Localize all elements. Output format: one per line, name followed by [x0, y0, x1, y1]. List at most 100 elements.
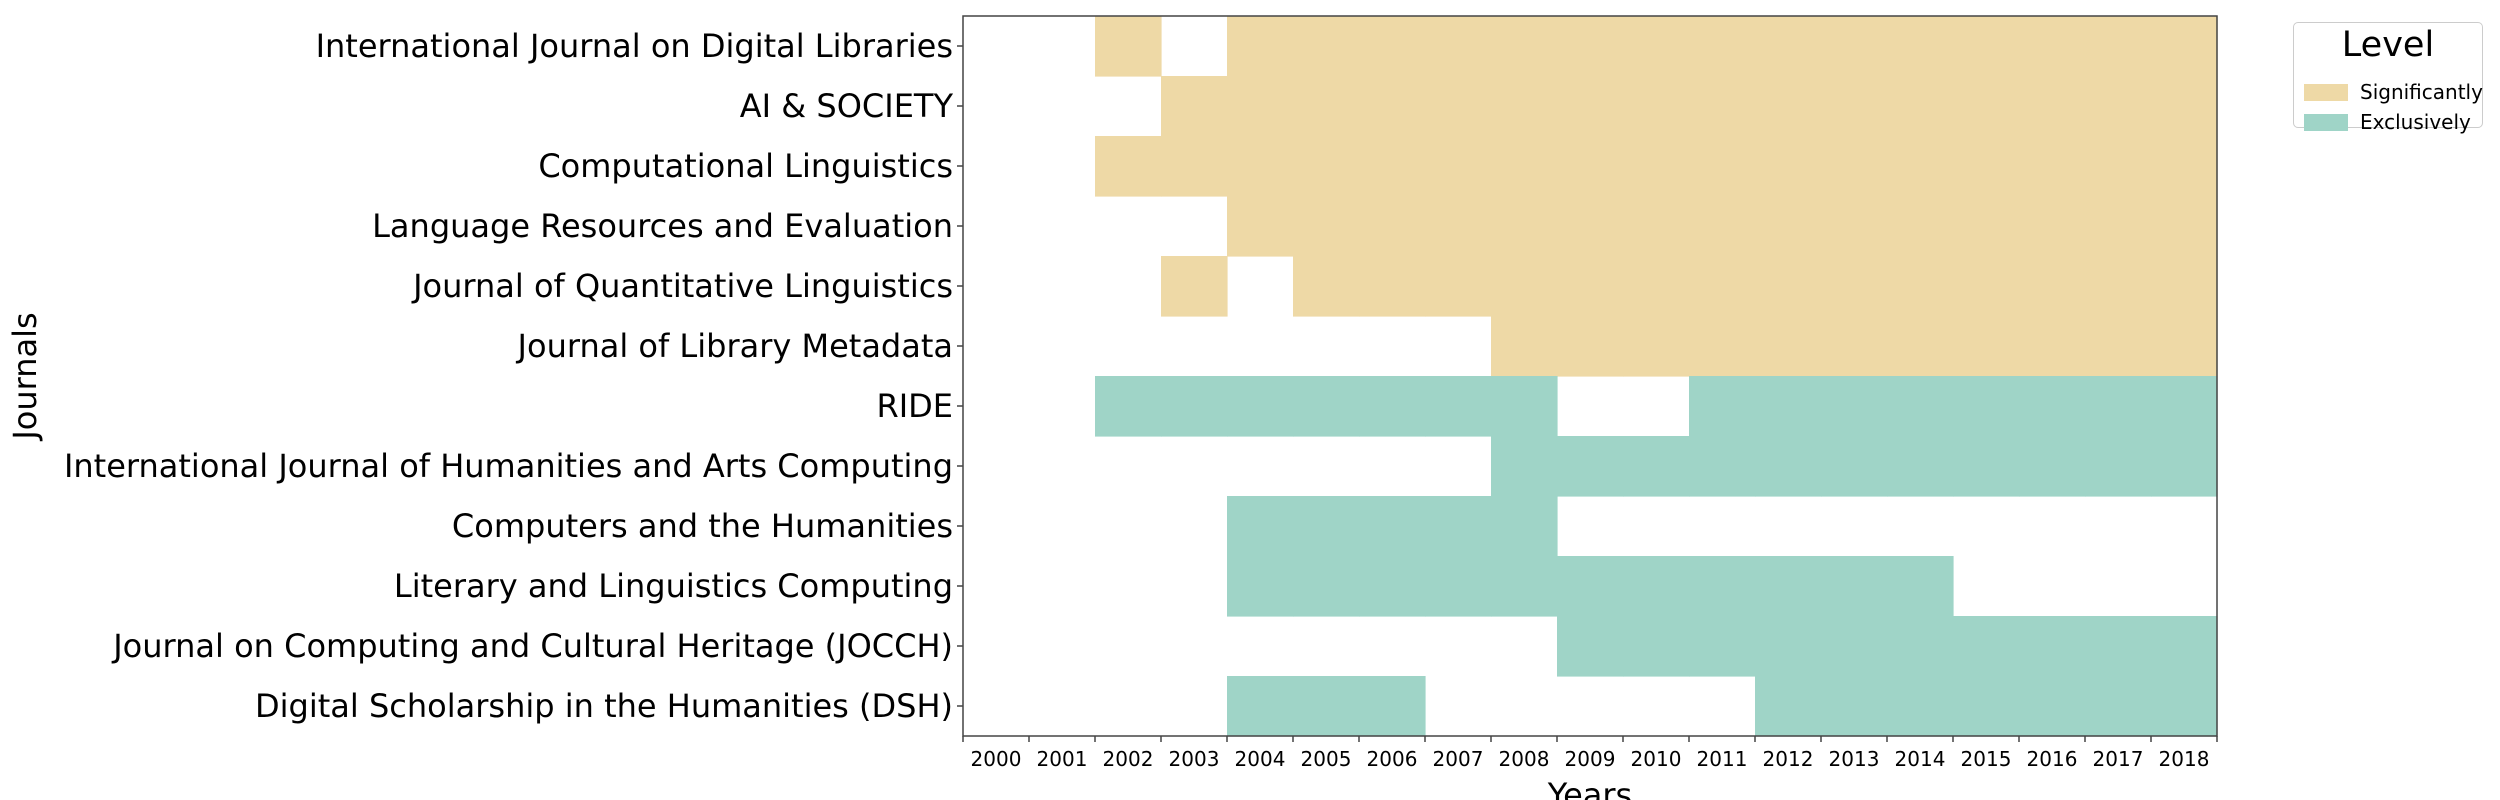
y-axis: International Journal on Digital Librari…: [64, 27, 963, 725]
heatmap-cell-9-2007: [1425, 496, 1492, 557]
heatmap-cell-1-2004: [1227, 16, 1294, 77]
heatmap-cell-7-2016: [2019, 376, 2086, 437]
heatmap-cell-2-2015: [1953, 76, 2020, 137]
legend: Level Significantly Exclusively: [2293, 22, 2483, 134]
heatmap-cell-3-2012: [1755, 136, 1822, 197]
heatmap-cell-8-2008: [1491, 436, 1558, 497]
heatmap-cell-3-2015: [1953, 136, 2020, 197]
heatmap-cell-10-2007: [1425, 556, 1492, 617]
heatmap-cell-6-2016: [2019, 316, 2086, 377]
heatmap-cell-12-2018: [2151, 676, 2218, 737]
x-tick-label-2013: 2013: [1829, 747, 1880, 771]
x-tick-label-2004: 2004: [1235, 747, 1286, 771]
x-tick-label-2006: 2006: [1367, 747, 1418, 771]
heatmap-cell-4-2017: [2085, 196, 2152, 257]
heatmap-cell-5-2011: [1689, 256, 1756, 317]
heatmap-cell-1-2005: [1293, 16, 1360, 77]
heatmap-cell-3-2007: [1425, 136, 1492, 197]
heatmap-cell-12-2012: [1755, 676, 1822, 737]
heatmap-cell-2-2005: [1293, 76, 1360, 137]
heatmap-cell-7-2012: [1755, 376, 1822, 437]
heatmap-cell-3-2004: [1227, 136, 1294, 197]
heatmap-cell-4-2008: [1491, 196, 1558, 257]
heatmap-cell-1-2007: [1425, 16, 1492, 77]
heatmap-cell-11-2010: [1623, 616, 1690, 677]
heatmap-cell-3-2005: [1293, 136, 1360, 197]
heatmap-cell-11-2014: [1887, 616, 1954, 677]
heatmap-cell-8-2017: [2085, 436, 2152, 497]
heatmap-cell-2-2008: [1491, 76, 1558, 137]
heatmap-cell-3-2017: [2085, 136, 2152, 197]
legend-item-exclusively: Exclusively: [2304, 110, 2471, 134]
x-tick-label-2015: 2015: [1961, 747, 2012, 771]
heatmap-cell-11-2016: [2019, 616, 2086, 677]
heatmap-cell-7-2002: [1095, 376, 1162, 437]
x-tick-label-2007: 2007: [1433, 747, 1484, 771]
y-tick-label: Journal of Library Metadata: [516, 327, 953, 365]
heatmap-cell-7-2017: [2085, 376, 2152, 437]
heatmap-cell-8-2012: [1755, 436, 1822, 497]
heatmap-cell-6-2008: [1491, 316, 1558, 377]
heatmap-cell-4-2006: [1359, 196, 1426, 257]
heatmap-cell-1-2009: [1557, 16, 1624, 77]
heatmap-cell-5-2003: [1161, 256, 1228, 317]
heatmap-cell-1-2011: [1689, 16, 1756, 77]
x-tick-label-2011: 2011: [1697, 747, 1748, 771]
heatmap-cell-10-2012: [1755, 556, 1822, 617]
y-tick-label: International Journal of Humanities and …: [64, 447, 953, 485]
heatmap-cell-3-2006: [1359, 136, 1426, 197]
heatmap-cell-12-2005: [1293, 676, 1360, 737]
heatmap-cell-12-2017: [2085, 676, 2152, 737]
heatmap-cell-11-2018: [2151, 616, 2218, 677]
heatmap-cell-8-2018: [2151, 436, 2218, 497]
heatmap-cell-1-2010: [1623, 16, 1690, 77]
heatmap-cell-8-2013: [1821, 436, 1888, 497]
heatmap-cell-10-2009: [1557, 556, 1624, 617]
heatmap-cell-2-2017: [2085, 76, 2152, 137]
heatmap-cell-2-2016: [2019, 76, 2086, 137]
x-tick-label-2016: 2016: [2027, 747, 2078, 771]
legend-swatch-significantly: [2304, 83, 2348, 101]
heatmap-cell-7-2015: [1953, 376, 2020, 437]
heatmap-cell-5-2016: [2019, 256, 2086, 317]
y-tick-label: Journal on Computing and Cultural Herita…: [111, 627, 953, 665]
y-tick-label: Literary and Linguistics Computing: [394, 567, 953, 605]
heatmap-cell-5-2009: [1557, 256, 1624, 317]
heatmap-cell-12-2013: [1821, 676, 1888, 737]
y-tick-label: International Journal on Digital Librari…: [316, 27, 953, 65]
heatmap-cell-5-2005: [1293, 256, 1360, 317]
heatmap-cell-2-2006: [1359, 76, 1426, 137]
legend-title: Level: [2341, 25, 2435, 65]
heatmap-cell-10-2011: [1689, 556, 1756, 617]
heatmap-cell-5-2015: [1953, 256, 2020, 317]
heatmap-cell-10-2010: [1623, 556, 1690, 617]
y-axis-label: Journals: [6, 312, 44, 441]
heatmap-cell-3-2013: [1821, 136, 1888, 197]
heatmap-cell-6-2018: [2151, 316, 2218, 377]
heatmap-cell-6-2017: [2085, 316, 2152, 377]
x-tick-label-2012: 2012: [1763, 747, 1814, 771]
heatmap-cell-10-2013: [1821, 556, 1888, 617]
heatmap-cell-1-2002: [1095, 16, 1162, 77]
heatmap-cell-2-2018: [2151, 76, 2218, 137]
x-tick-label-2009: 2009: [1565, 747, 1616, 771]
heatmap-cell-11-2012: [1755, 616, 1822, 677]
heatmap-cell-2-2011: [1689, 76, 1756, 137]
heatmap-cell-6-2009: [1557, 316, 1624, 377]
x-tick-label-2018: 2018: [2159, 747, 2210, 771]
heatmap-cell-8-2010: [1623, 436, 1690, 497]
heatmap-cell-1-2015: [1953, 16, 2020, 77]
legend-item-significantly: Significantly: [2304, 80, 2483, 104]
x-tick-label-2003: 2003: [1169, 747, 1220, 771]
heatmap-cell-5-2008: [1491, 256, 1558, 317]
heatmap-cell-8-2014: [1887, 436, 1954, 497]
heatmap-cell-11-2013: [1821, 616, 1888, 677]
heatmap-cell-8-2015: [1953, 436, 2020, 497]
y-tick-label: Language Resources and Evaluation: [372, 207, 953, 245]
x-axis: 2000 2001 2002 2003 2004 2005 2006 2007 2008 2009…: [962, 736, 2218, 771]
heatmap-cell-9-2006: [1359, 496, 1426, 557]
heatmap-cell-9-2008: [1491, 496, 1558, 557]
plot-frame: [962, 15, 2218, 737]
y-tick-label: Digital Scholarship in the Humanities (D…: [255, 687, 953, 725]
heatmap-cell-7-2018: [2151, 376, 2218, 437]
